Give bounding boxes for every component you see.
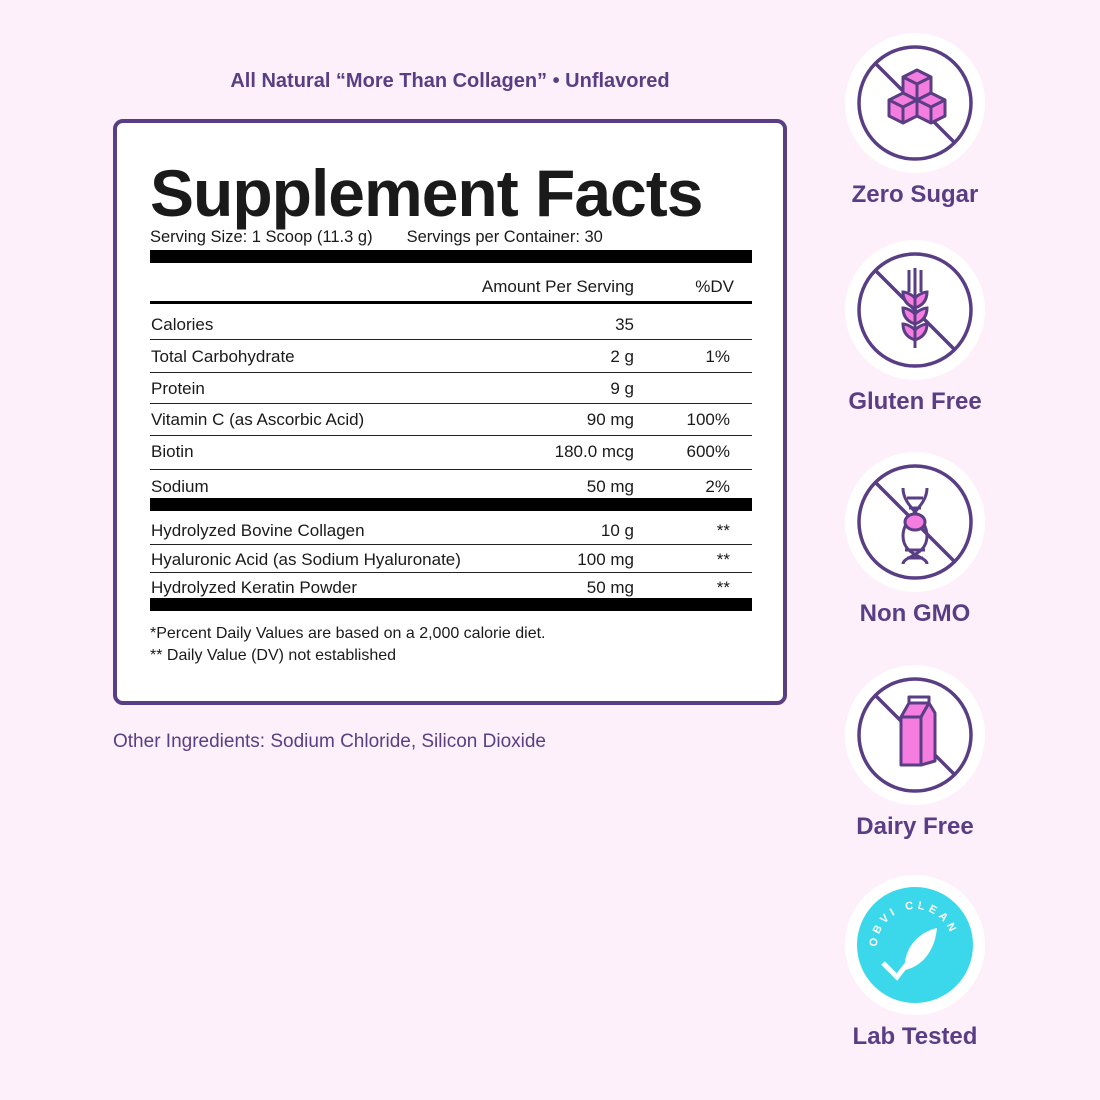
nutrient-dv: 1% <box>705 347 730 366</box>
divider-thick <box>150 598 752 611</box>
servings-per-container: Servings per Container: 30 <box>406 228 603 246</box>
nutrient-amount: 100 mg <box>577 550 634 569</box>
product-subtitle: All Natural “More Than Collagen” • Unfla… <box>230 70 670 92</box>
nutrient-name: Protein <box>151 379 205 398</box>
nutrient-dv: 2% <box>705 477 730 496</box>
nutrient-name: Biotin <box>151 442 194 461</box>
badge-label: Dairy Free <box>856 813 974 840</box>
footnote: *Percent Daily Values are based on a 2,0… <box>150 625 546 642</box>
divider <box>150 403 752 404</box>
nutrient-name: Vitamin C (as Ascorbic Acid) <box>151 410 365 429</box>
divider <box>150 544 752 545</box>
badge-non-gmo: Non GMO <box>845 452 985 627</box>
footnote: ** Daily Value (DV) not established <box>150 647 397 664</box>
nutrient-amount: 90 mg <box>586 410 634 429</box>
badge-lab-tested: OBVI CLEAN LABEL Lab Tested <box>845 875 985 1050</box>
divider <box>150 339 752 340</box>
nutrient-amount: 50 mg <box>586 477 634 496</box>
nutrient-name: Hydrolyzed Keratin Powder <box>151 578 357 597</box>
nutrient-amount: 2 g <box>610 347 634 366</box>
divider <box>150 435 752 436</box>
badge-gluten-free: Gluten Free <box>845 240 985 415</box>
nutrient-name: Calories <box>151 315 214 334</box>
milk-carton-crossed-icon <box>845 665 985 805</box>
nutrient-dv: ** <box>716 550 730 569</box>
badge-label: Lab Tested <box>852 1023 978 1050</box>
badge-zero-sugar: Zero Sugar <box>845 33 985 208</box>
serving-size: Serving Size: 1 Scoop (11.3 g) <box>150 228 373 246</box>
badge-label: Non GMO <box>859 600 971 627</box>
nutrient-amount: 35 <box>615 315 634 334</box>
nutrient-name: Sodium <box>151 477 209 496</box>
dv-header: %DV <box>695 277 734 296</box>
wheat-crossed-icon <box>845 240 985 380</box>
divider-thick <box>150 498 752 511</box>
nutrient-dv: ** <box>716 521 730 540</box>
divider <box>150 572 752 573</box>
amount-header: Amount Per Serving <box>481 277 634 296</box>
nutrient-amount: 50 mg <box>586 578 634 597</box>
nutrient-amount: 180.0 mcg <box>554 442 634 461</box>
badge-label: Gluten Free <box>848 388 982 415</box>
badge-dairy-free: Dairy Free <box>845 665 985 840</box>
nutrient-dv: ** <box>716 578 730 597</box>
other-ingredients: Other Ingredients: Sodium Chloride, Sili… <box>113 731 546 752</box>
nutrient-name: Hyaluronic Acid (as Sodium Hyaluronate) <box>151 550 461 569</box>
dna-crossed-icon <box>845 452 985 592</box>
supplement-facts-panel: Supplement Facts Serving Size: 1 Scoop (… <box>113 119 787 705</box>
nutrient-dv: 600% <box>686 442 730 461</box>
nutrient-name: Hydrolyzed Bovine Collagen <box>151 521 365 540</box>
facts-title: Supplement Facts <box>150 156 703 230</box>
nutrient-amount: 10 g <box>600 521 634 540</box>
divider <box>150 372 752 373</box>
divider <box>150 301 752 304</box>
serving-info: Serving Size: 1 Scoop (11.3 g) Servings p… <box>150 228 603 247</box>
nutrient-amount: 9 g <box>610 379 634 398</box>
sugar-cubes-crossed-icon <box>845 33 985 173</box>
divider <box>150 469 752 470</box>
nutrient-dv: 100% <box>686 410 730 429</box>
divider-thick <box>150 250 752 263</box>
nutrient-name: Total Carbohydrate <box>151 347 295 366</box>
badge-label: Zero Sugar <box>851 181 979 208</box>
obvi-clean-label-seal-icon: OBVI CLEAN LABEL <box>845 875 985 1015</box>
